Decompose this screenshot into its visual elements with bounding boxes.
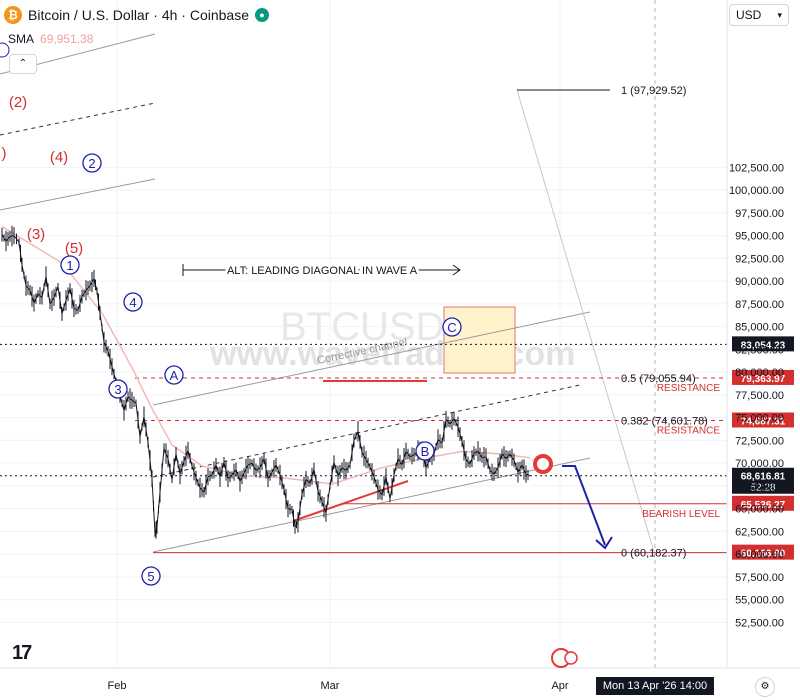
level-text-4: BEARISH LEVEL <box>642 509 720 520</box>
price-badge-2 <box>732 412 794 428</box>
y-tick-label: 67,500.00 <box>735 481 784 493</box>
trigger-circle <box>533 454 553 474</box>
y-tick-label: 60,000.00 <box>735 549 784 561</box>
price-badge-5 <box>732 544 794 560</box>
y-tick-label: 90,000.00 <box>735 276 784 288</box>
blue-wave-circle <box>442 317 462 337</box>
price-line <box>1 234 531 534</box>
blue-wave-circle <box>123 292 143 312</box>
blue-wave-label: A <box>170 368 179 383</box>
settings-icon[interactable]: ⚙ <box>755 677 775 697</box>
price-badge-label-2: 74,687.31 <box>741 417 786 428</box>
x-tick-label: Feb <box>108 680 127 692</box>
level-text-2: RESISTANCE <box>657 426 720 437</box>
alt-arrowhead <box>452 264 461 276</box>
currency-select[interactable]: USD ▾ <box>729 4 789 26</box>
watermark-symbol: BTCUSD <box>280 305 444 349</box>
y-tick-label: 102,500.00 <box>729 162 784 174</box>
blue-wave-label: 5 <box>147 569 154 584</box>
red-wave-label: (4) <box>50 149 68 166</box>
y-tick-label: 62,500.00 <box>735 526 784 538</box>
y-tick-label: 72,500.00 <box>735 435 784 447</box>
blue-wave-label: 4 <box>129 295 136 310</box>
channel-line <box>152 457 591 553</box>
price-badge-4 <box>732 495 794 511</box>
support-line <box>292 480 409 522</box>
y-tick-label: 87,500.00 <box>735 299 784 311</box>
y-tick-label: 92,500.00 <box>735 253 784 265</box>
y-tick-label: 52,500.00 <box>735 617 784 629</box>
y-tick-label: 95,000.00 <box>735 231 784 243</box>
projection-arrow <box>562 465 606 546</box>
symbol-title[interactable]: Bitcoin / U.S. Dollar · 4h · Coinbase <box>28 7 249 23</box>
fib-diagonal <box>516 89 656 556</box>
blue-wave-label: 2 <box>88 156 95 171</box>
red-wave-label: (5) <box>65 240 83 257</box>
y-tick-label: 57,500.00 <box>735 572 784 584</box>
sma-label: SMA <box>8 32 35 46</box>
fib-label-1: 0.5 (79,055.94) <box>621 373 696 385</box>
blue-wave-label: B <box>421 444 430 459</box>
price-badge-0 <box>732 336 794 352</box>
fib-label-5: 0 (60,182.37) <box>621 548 686 560</box>
channel-line <box>152 311 591 406</box>
blue-wave-label: C <box>447 320 456 335</box>
chevron-down-icon: ▾ <box>777 9 782 20</box>
x-tick-label: Apr <box>551 680 568 692</box>
currency-label: USD <box>736 8 762 22</box>
y-tick-label: 75,000.00 <box>735 413 784 425</box>
sma-legend[interactable]: SMA 69,951.38 <box>8 32 93 46</box>
projection-arrowhead <box>595 536 613 550</box>
channel-line <box>0 178 156 211</box>
price-badge-label-4: 65,536.27 <box>741 500 786 511</box>
price-badge-1 <box>732 369 794 385</box>
y-tick-label: 97,500.00 <box>735 208 784 220</box>
y-tick-label: 55,000.00 <box>735 595 784 607</box>
x-tick-label: Mar <box>321 680 340 692</box>
y-tick-label: 70,000.00 <box>735 458 784 470</box>
alt-note-label: ALT: LEADING DIAGONAL IN WAVE A <box>227 265 418 277</box>
level-text-1: RESISTANCE <box>657 383 720 394</box>
sma-value: 69,951.38 <box>40 32 94 46</box>
price-badge-3 <box>732 467 794 494</box>
blue-wave-circle <box>60 255 80 275</box>
y-tick-label: 82,500.00 <box>735 344 784 356</box>
bitcoin-icon: ₿ <box>4 6 22 24</box>
price-badge-sublabel-3: 52:28 <box>750 483 775 494</box>
tradingview-logo: 17 <box>12 642 32 664</box>
blue-wave-circle-partial <box>0 42 10 58</box>
y-tick-label: 77,500.00 <box>735 390 784 402</box>
fib-top-label: 1 (97,929.52) <box>621 85 686 97</box>
blue-wave-label: 1 <box>66 258 73 273</box>
blue-wave-circle <box>141 566 161 586</box>
blue-wave-circle <box>164 365 184 385</box>
y-tick-label: 65,000.00 <box>735 504 784 516</box>
price-badge-label-0: 83,054.23 <box>741 340 786 351</box>
crosshair-time-label: Mon 13 Apr '26 14:00 <box>596 677 714 695</box>
red-wave-label: (2) <box>9 94 27 111</box>
y-tick-label: 85,000.00 <box>735 322 784 334</box>
y-tick-label: 100,000.00 <box>729 185 784 197</box>
blue-wave-label: 3 <box>114 382 121 397</box>
blue-wave-circle <box>82 153 102 173</box>
channel-line <box>0 102 156 136</box>
y-tick-label: 80,000.00 <box>735 367 784 379</box>
red-wave-label: (3) <box>27 226 45 243</box>
red-wave-label: ) <box>2 145 7 162</box>
price-badge-label-3: 68,616.81 <box>741 472 786 483</box>
blue-wave-circle <box>415 441 435 461</box>
price-badge-label-5: 60,166.90 <box>741 549 786 560</box>
chart-header: ₿ Bitcoin / U.S. Dollar · 4h · Coinbase … <box>4 6 269 24</box>
price-badge-label-1: 79,363.97 <box>741 374 786 385</box>
market-open-icon: ● <box>254 8 269 22</box>
fib-label-2: 0.382 (74,601.78) <box>621 416 708 428</box>
us-flag-icon-ring <box>564 651 578 665</box>
target-box <box>443 306 516 374</box>
chevron-up-icon[interactable]: ⌃ <box>9 54 37 74</box>
blue-wave-circle <box>108 379 128 399</box>
